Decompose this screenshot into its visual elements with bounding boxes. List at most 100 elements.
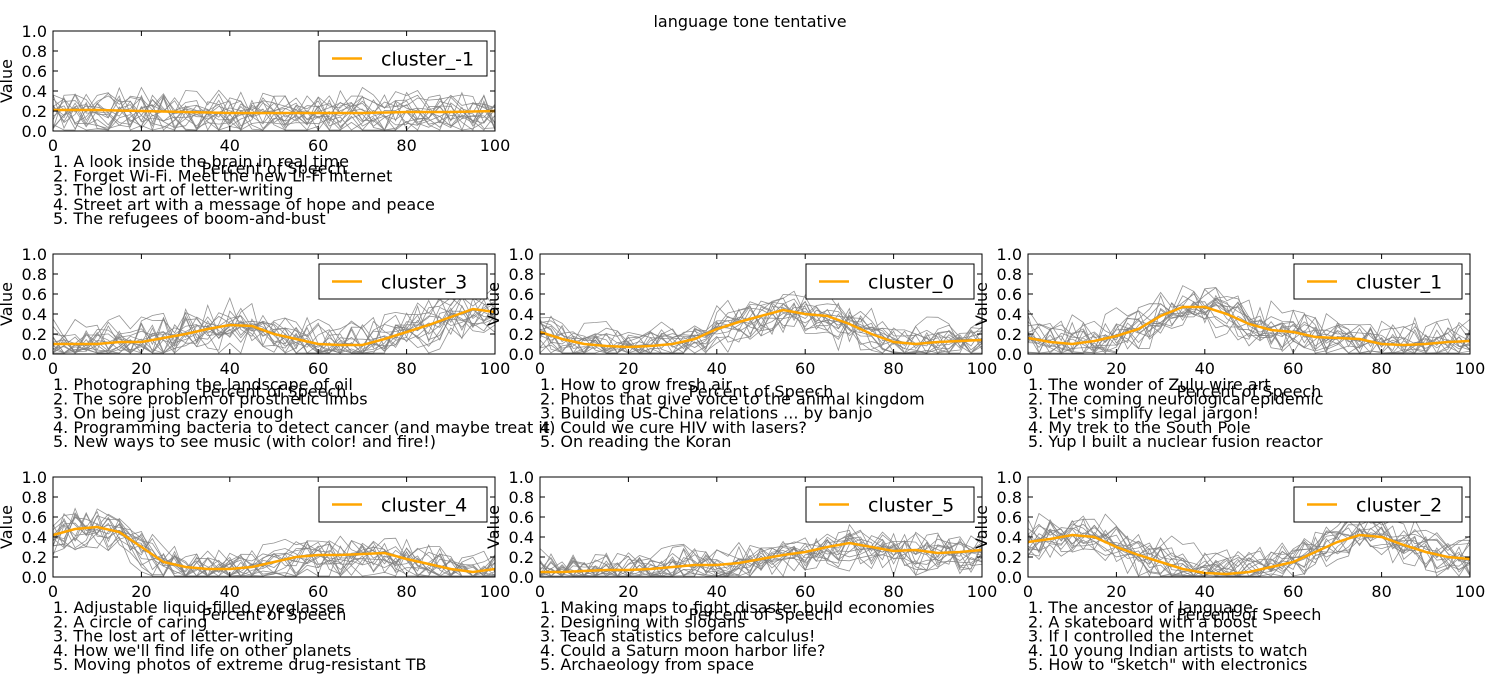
- x-tick-label: 80: [396, 582, 416, 601]
- legend-label: cluster_-1: [381, 49, 474, 71]
- talk-title: 1. The wonder of Zulu wire art: [1028, 375, 1271, 394]
- x-axis-label: Percent of Speech: [1177, 382, 1322, 401]
- cluster-mean-line: [540, 308, 982, 349]
- x-tick-label: 40: [220, 359, 240, 378]
- x-tick-label: 80: [396, 136, 416, 155]
- x-tick-label: 0: [48, 582, 58, 601]
- x-tick-label: 40: [220, 582, 240, 601]
- y-tick-label: 0.2: [509, 325, 534, 344]
- sample-trace: [540, 298, 982, 347]
- legend-label: cluster_4: [381, 495, 467, 517]
- plot-area: [1028, 285, 1470, 354]
- y-axis-label: Value: [972, 282, 991, 326]
- talk-title: 2. Photos that give voice to the animal …: [540, 389, 925, 408]
- talk-title: 4. How we'll find life on other planets: [53, 641, 351, 660]
- talk-title: 1. The ancestor of language: [1028, 598, 1253, 617]
- talk-title: 5. Yup I built a nuclear fusion reactor: [1028, 432, 1323, 451]
- talk-title: 3. If I controlled the Internet: [1028, 627, 1253, 646]
- cluster-mean-line: [1028, 533, 1470, 576]
- sample-trace: [540, 539, 982, 577]
- talk-title: 4. Programming bacteria to detect cancer…: [53, 418, 555, 437]
- talk-title: 1. Adjustable liquid-filled eyeglasses: [53, 598, 345, 617]
- sample-trace: [540, 531, 982, 577]
- y-tick-label: 1.0: [509, 245, 534, 264]
- x-tick-label: 60: [1283, 582, 1303, 601]
- legend: cluster_-1: [318, 40, 488, 77]
- x-tick-label: 0: [535, 582, 545, 601]
- y-tick-label: 0.4: [22, 528, 47, 547]
- y-axis-label: Value: [484, 282, 503, 326]
- x-tick-label: 40: [707, 359, 727, 378]
- x-tick-label: 20: [618, 582, 638, 601]
- sample-trace: [53, 102, 495, 130]
- y-tick-label: 0.2: [22, 548, 47, 567]
- y-tick-label: 1.0: [22, 22, 47, 41]
- y-tick-label: 0.2: [22, 325, 47, 344]
- y-tick-label: 0.0: [22, 568, 47, 587]
- y-tick-label: 0.4: [509, 305, 534, 324]
- legend: cluster_4: [318, 486, 488, 523]
- cluster-mean-line: [53, 525, 495, 574]
- plot-area: [53, 507, 495, 577]
- x-tick-label: 100: [967, 359, 998, 378]
- x-tick-label: 60: [795, 582, 815, 601]
- sample-trace: [53, 302, 495, 354]
- y-tick-label: 1.0: [997, 468, 1022, 487]
- y-tick-label: 0.6: [997, 285, 1022, 304]
- sample-trace: [1028, 298, 1470, 350]
- legend-label: cluster_2: [1356, 495, 1442, 517]
- sample-trace: [53, 98, 495, 131]
- y-tick-label: 0.2: [997, 548, 1022, 567]
- talk-title: 4. 10 young Indian artists to watch: [1028, 641, 1307, 660]
- talk-title: 5. How to "sketch" with electronics: [1028, 655, 1307, 674]
- y-axis-label: Value: [972, 505, 991, 549]
- plot-area: [53, 86, 495, 131]
- legend-label: cluster_5: [868, 495, 954, 517]
- y-tick-label: 0.8: [509, 488, 534, 507]
- talk-title: 3. Building US-China relations ... by ba…: [540, 404, 873, 423]
- x-tick-label: 40: [220, 136, 240, 155]
- sample-trace: [53, 298, 495, 354]
- x-tick-label: 80: [883, 582, 903, 601]
- y-tick-label: 0.8: [22, 265, 47, 284]
- y-tick-label: 0.6: [997, 508, 1022, 527]
- y-tick-label: 0.2: [509, 548, 534, 567]
- sample-trace: [540, 532, 982, 577]
- x-tick-label: 20: [618, 359, 638, 378]
- y-tick-label: 0.8: [22, 488, 47, 507]
- talk-title: 2. The coming neurological epidemic: [1028, 389, 1324, 408]
- talk-title: 2. A circle of caring: [53, 612, 207, 631]
- subplot: 0 20 40 60 80 1000.00.20.40.60.81.0ValuePerce…: [484, 468, 997, 674]
- plot-area: [540, 288, 982, 354]
- sample-trace: [53, 86, 495, 127]
- y-tick-label: 0.6: [22, 62, 47, 81]
- y-tick-label: 0.8: [997, 265, 1022, 284]
- x-tick-label: 20: [131, 582, 151, 601]
- talk-title: 3. Teach statistics before calculus!: [540, 627, 815, 646]
- x-tick-label: 100: [967, 582, 998, 601]
- talk-title: 5. Archaeology from space: [540, 655, 754, 674]
- plot-area: [53, 285, 495, 354]
- y-tick-label: 0.2: [997, 325, 1022, 344]
- x-tick-label: 80: [396, 359, 416, 378]
- legend: cluster_1: [1293, 263, 1463, 300]
- legend: cluster_0: [805, 263, 975, 300]
- sample-trace: [53, 93, 495, 131]
- sample-trace: [1028, 528, 1470, 577]
- talk-title: 2. A skateboard with a boost: [1028, 612, 1257, 631]
- subplot: 0 20 40 60 80 1000.00.20.40.60.81.0ValuePerce…: [0, 245, 555, 451]
- cluster-mean-line: [1028, 305, 1470, 347]
- x-axis-label: Percent of Speech: [689, 382, 834, 401]
- x-tick-label: 0: [48, 136, 58, 155]
- x-axis-label: Percent of Speech: [202, 382, 347, 401]
- x-tick-label: 20: [1106, 359, 1126, 378]
- subplot: 0 20 40 60 80 1000.00.20.40.60.81.0ValuePerce…: [972, 245, 1485, 451]
- sample-trace: [53, 307, 495, 354]
- sample-trace: [540, 302, 982, 354]
- y-tick-label: 0.0: [997, 568, 1022, 587]
- y-tick-label: 1.0: [22, 468, 47, 487]
- x-tick-label: 100: [1455, 582, 1486, 601]
- y-axis-label: Value: [0, 505, 16, 549]
- x-tick-label: 100: [480, 582, 511, 601]
- talk-title: 4. Street art with a message of hope and…: [53, 195, 435, 214]
